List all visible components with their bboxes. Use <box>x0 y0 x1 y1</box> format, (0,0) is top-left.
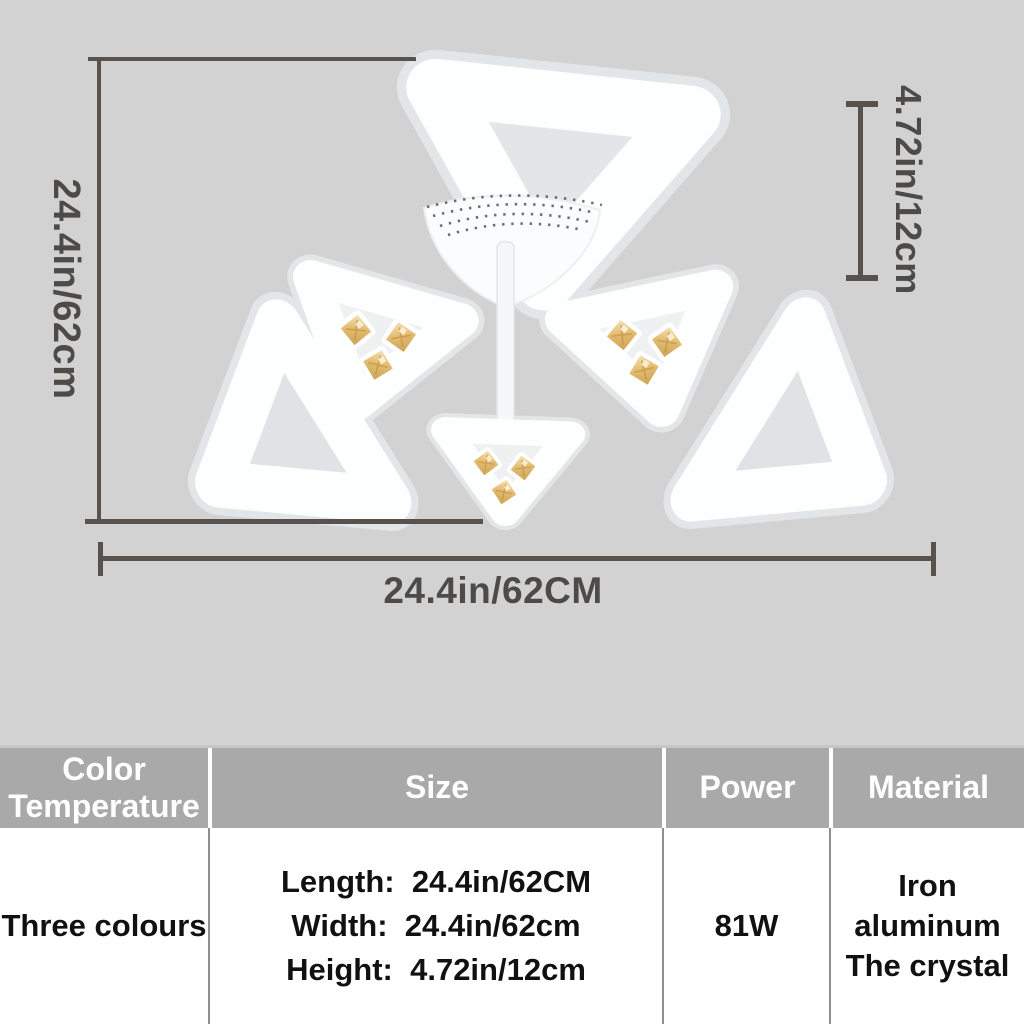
spec-table-body-row: Three colours Length: 24.4in/62CM Width:… <box>0 828 1024 1024</box>
table-top-divider <box>0 745 1024 748</box>
lamp-illustration <box>187 49 895 532</box>
header-power: Power <box>662 748 829 828</box>
dim-top-extension-line <box>88 57 416 61</box>
material-line-1: Iron <box>898 868 957 903</box>
dim-depth-cap-top <box>846 101 878 107</box>
dim-label-depth-right: 4.72in/12cm <box>888 85 929 295</box>
dim-left-vertical-line <box>97 57 101 524</box>
header-size: Size <box>208 748 662 828</box>
lamp-canopy <box>422 194 603 443</box>
dim-label-height-left: 24.4in/62cm <box>45 178 87 400</box>
dim-label-width-bottom: 24.4in/62CM <box>383 570 603 611</box>
cell-power: 81W <box>662 828 829 1024</box>
lamp-stem <box>496 241 515 443</box>
dim-width-line <box>98 556 936 561</box>
dim-depth-line <box>858 103 863 281</box>
lamp-figure-area: 24.4in/62cm 24.4in/62CM 4.72in/12cm <box>45 49 936 611</box>
size-width: Width: 24.4in/62cm <box>291 908 581 943</box>
header-material: Material <box>829 748 1024 828</box>
cell-color-temperature: Three colours <box>0 828 208 1024</box>
size-height: Height: 4.72in/12cm <box>286 952 586 987</box>
canopy-perforation-dots <box>426 194 603 237</box>
material-line-2: aluminum <box>854 908 1001 943</box>
dim-width-tick-left <box>98 542 103 576</box>
lamp-petal-left <box>195 299 412 524</box>
size-length: Length: 24.4in/62CM <box>280 864 592 899</box>
dim-bottom-extension-line <box>85 519 483 524</box>
lamp-petal-top <box>406 58 721 311</box>
dim-depth-cap-bottom <box>846 275 878 281</box>
lamp-petal-upper-right <box>544 269 734 428</box>
lamp-petal-right <box>670 297 887 522</box>
material-line-3: The crystal <box>845 948 1010 983</box>
spec-table: Color Temperature Size Power Material Th… <box>0 745 1024 1024</box>
spec-table-header-row: Color Temperature Size Power Material <box>0 748 1024 828</box>
header-color-temperature: Color Temperature <box>0 748 208 828</box>
cell-material: Iron aluminum The crystal <box>829 828 1024 1024</box>
cell-size: Length: 24.4in/62CM Width: 24.4in/62cm H… <box>208 828 662 1024</box>
dim-width-tick-right <box>931 542 936 576</box>
